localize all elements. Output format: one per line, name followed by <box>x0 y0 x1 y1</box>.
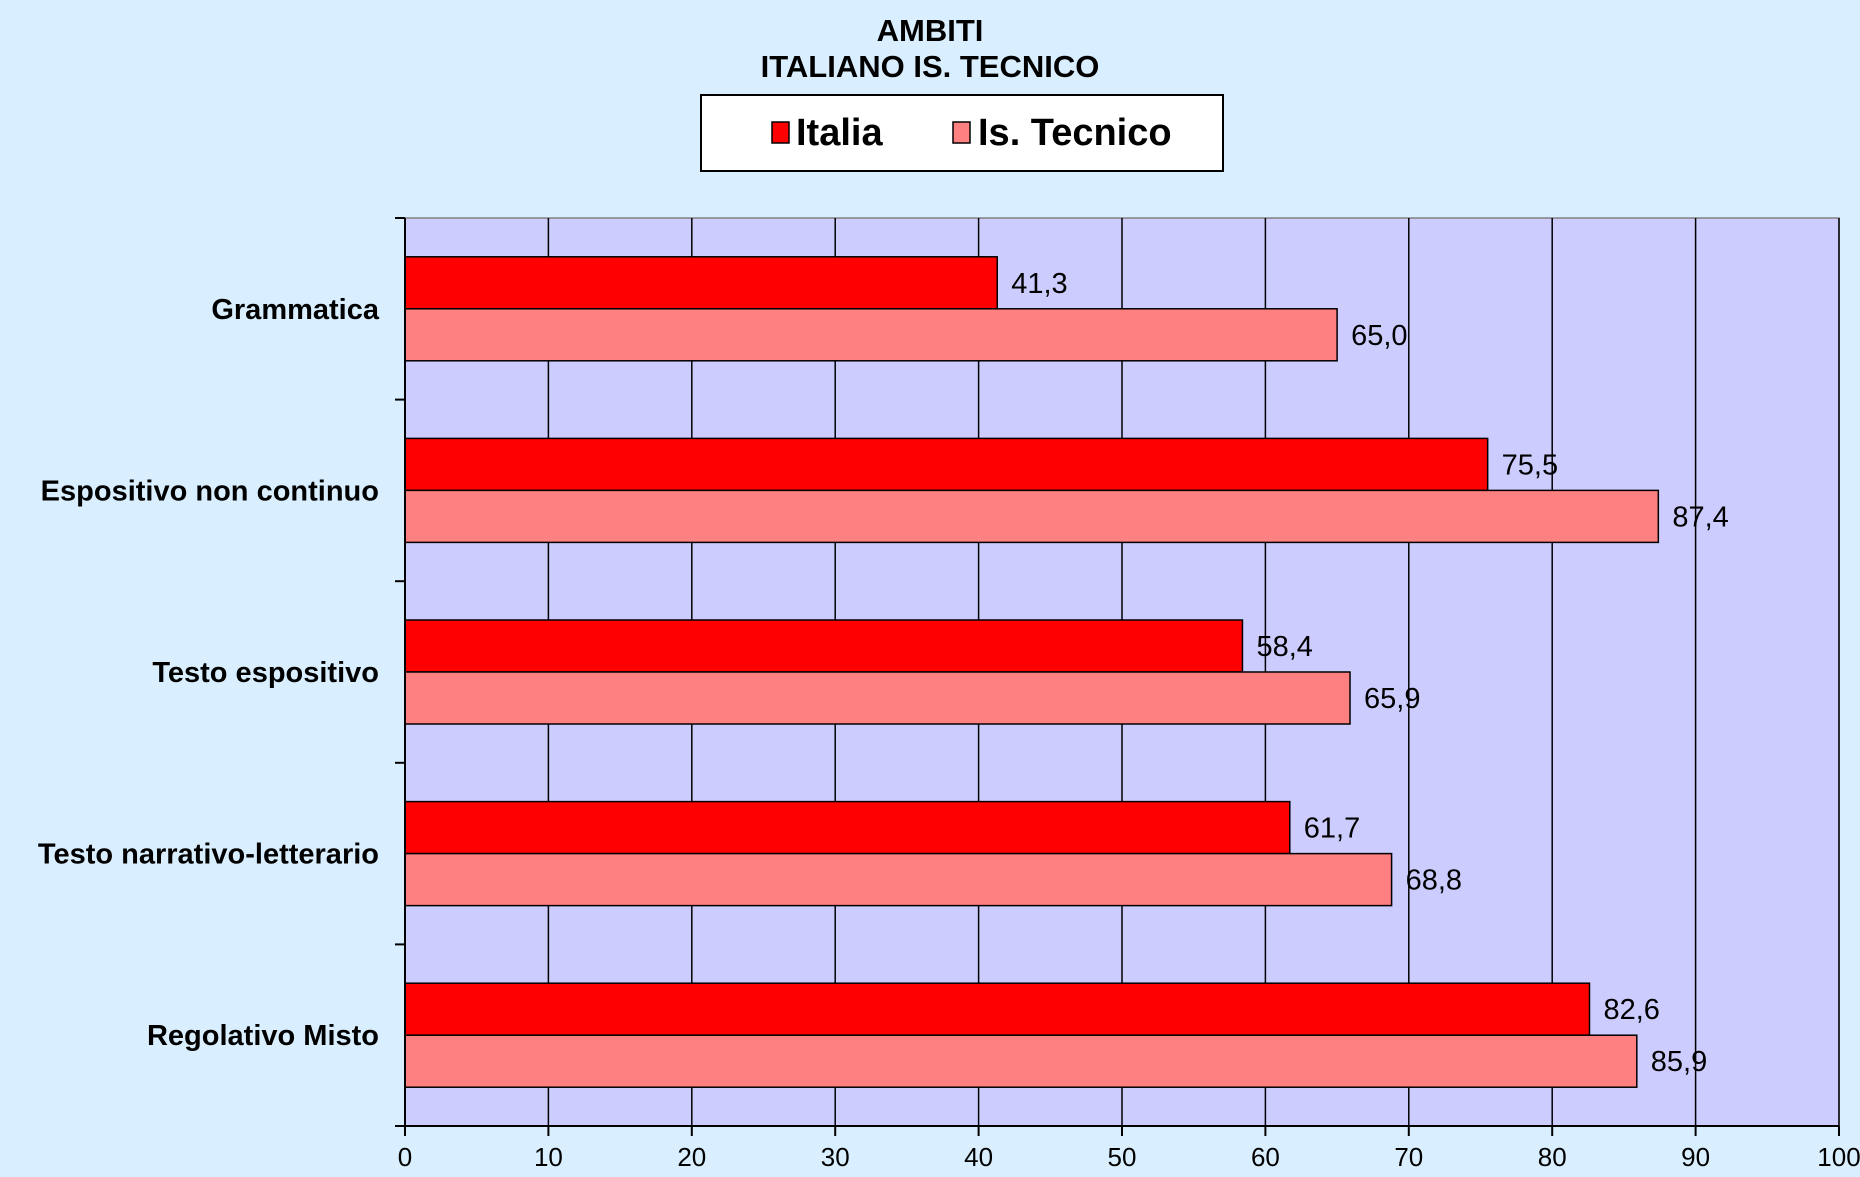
data-label-is-tecnico-2: 65,9 <box>1364 683 1420 715</box>
x-tick-label-80: 80 <box>1538 1142 1567 1172</box>
bar-italia-4 <box>404 982 1591 1036</box>
bar-italia-1 <box>404 437 1489 492</box>
data-label-is-tecnico-1: 87,4 <box>1672 501 1728 533</box>
legend-swatch-italia <box>771 121 790 144</box>
data-label-italia-4: 82,6 <box>1603 994 1659 1026</box>
legend-swatch-is-tecnico <box>952 121 971 144</box>
bar-is-tecnico-0 <box>404 308 1338 362</box>
data-label-italia-2: 58,4 <box>1256 631 1312 663</box>
bar-italia-2 <box>404 619 1244 673</box>
legend: Italia Is. Tecnico <box>700 94 1224 172</box>
data-label-is-tecnico-3: 68,8 <box>1406 865 1462 897</box>
x-tick-label-50: 50 <box>1108 1142 1137 1172</box>
x-tick-label-100: 100 <box>1817 1142 1860 1172</box>
x-tick-label-40: 40 <box>964 1142 993 1172</box>
x-tick-label-20: 20 <box>677 1142 706 1172</box>
bars: 41,3 65,0 75,5 87,4 58,4 65,9 61,7 68,8 82,6 85,9 <box>404 256 1729 1088</box>
data-label-italia-3: 61,7 <box>1304 813 1360 845</box>
x-tick-label-30: 30 <box>821 1142 850 1172</box>
x-tick-label-0: 0 <box>398 1142 412 1172</box>
category-label-3: Testo narrativo-letterario <box>38 839 379 871</box>
category-label-1: Espositivo non continuo <box>41 475 379 507</box>
data-label-is-tecnico-4: 85,9 <box>1651 1046 1707 1078</box>
category-label-2: Testo espositivo <box>152 657 379 689</box>
x-tick-label-60: 60 <box>1251 1142 1280 1172</box>
bar-is-tecnico-3 <box>404 852 1393 907</box>
bar-is-tecnico-1 <box>404 489 1660 544</box>
x-tick-label-10: 10 <box>534 1142 563 1172</box>
bar-is-tecnico-2 <box>404 671 1351 725</box>
data-label-italia-1: 75,5 <box>1502 449 1558 481</box>
chart-subtitle: ITALIANO IS. TECNICO <box>761 49 1100 84</box>
legend-label-italia: Italia <box>796 112 883 154</box>
bar-italia-3 <box>404 800 1291 855</box>
category-label-4: Regolativo Misto <box>147 1020 379 1052</box>
category-label-0: Grammatica <box>211 294 380 326</box>
axes: Grammatica Espositivo non continuo Testo e… <box>38 217 1860 1172</box>
data-label-is-tecnico-0: 65,0 <box>1351 320 1407 352</box>
legend-label-is-tecnico: Is. Tecnico <box>978 112 1172 154</box>
bar-italia-0 <box>404 256 998 310</box>
x-tick-label-90: 90 <box>1681 1142 1710 1172</box>
x-tick-label-70: 70 <box>1394 1142 1423 1172</box>
data-label-italia-0: 41,3 <box>1011 268 1067 300</box>
chart-title: AMBITI <box>877 13 984 48</box>
bar-is-tecnico-4 <box>404 1034 1638 1088</box>
